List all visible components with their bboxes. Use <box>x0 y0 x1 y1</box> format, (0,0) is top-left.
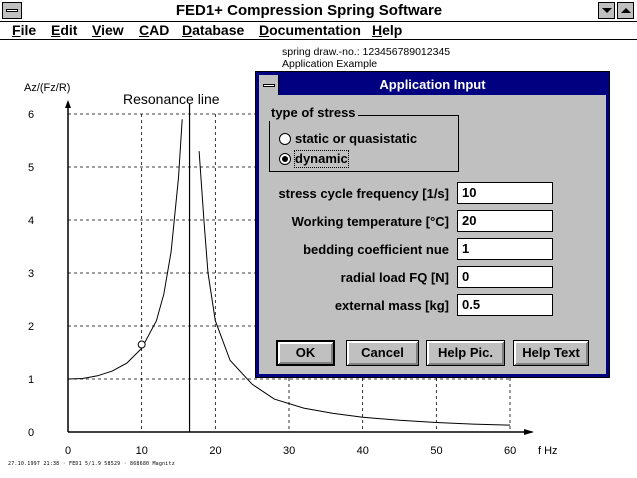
x-tick-label: 0 <box>65 445 71 457</box>
y-tick-label: 6 <box>28 109 34 121</box>
menu-cad[interactable]: CAD <box>139 22 170 38</box>
menu-bar: File Edit View CAD Database Documentatio… <box>0 22 637 40</box>
y-tick-label: 2 <box>28 321 34 333</box>
bedding-coefficient-input[interactable]: 1 <box>457 238 553 260</box>
dialog-system-menu-button[interactable] <box>259 75 279 95</box>
spring-info: spring draw.-no.: 123456789012345 Applic… <box>282 46 450 70</box>
menu-file[interactable]: File <box>12 22 37 38</box>
minimize-icon <box>601 8 612 13</box>
radial-load-input[interactable]: 0 <box>457 266 553 288</box>
frequency-label: stress cycle frequency [1/s] <box>278 186 449 201</box>
stress-type-group <box>269 115 459 172</box>
window-title: FED1+ Compression Spring Software <box>175 2 443 19</box>
x-tick-label: 30 <box>283 445 295 457</box>
cancel-button[interactable]: Cancel <box>346 340 419 366</box>
x-tick-label: 40 <box>357 445 369 457</box>
y-tick-label: 3 <box>28 268 34 280</box>
frequency-input[interactable]: 10 <box>457 182 553 204</box>
x-tick-label: 60 <box>504 445 516 457</box>
response-curve <box>67 119 183 380</box>
temperature-label: Working temperature [°C] <box>291 214 449 229</box>
menu-edit[interactable]: Edit <box>51 22 78 38</box>
menu-documentation[interactable]: Documentation <box>259 22 361 38</box>
y-tick-label: 5 <box>28 162 34 174</box>
resonance-line-label: Resonance line <box>123 91 220 107</box>
y-tick-label: 1 <box>28 374 34 386</box>
radio-static-label: static or quasistatic <box>295 131 418 146</box>
external-mass-input[interactable]: 0.5 <box>457 294 553 316</box>
system-menu-icon <box>6 9 18 12</box>
chart-series <box>67 119 511 426</box>
title-bar: FED1+ Compression Spring Software <box>0 0 637 22</box>
dialog-system-menu-icon <box>262 83 275 87</box>
help-text-button[interactable]: Help Text <box>513 340 589 366</box>
x-axis-label: f Hz <box>538 445 558 457</box>
x-tick-label: 10 <box>136 445 148 457</box>
application-label: Application Example <box>282 58 378 70</box>
minimize-button[interactable] <box>598 2 615 19</box>
dialog-title: Application Input <box>379 77 486 92</box>
application-input-dialog: Application Input type of stress static … <box>256 72 609 377</box>
radio-dynamic[interactable]: dynamic <box>279 150 349 168</box>
external-mass-label: external mass [kg] <box>334 298 449 313</box>
menu-database[interactable]: Database <box>182 22 245 38</box>
drawing-number: spring draw.-no.: 123456789012345 <box>282 46 451 58</box>
response-curve <box>198 151 511 426</box>
y-tick-label: 4 <box>28 215 34 227</box>
operating-point-marker <box>137 340 146 349</box>
menu-help[interactable]: Help <box>372 22 403 38</box>
footer-stamp: 27.10.1997 21:38 · FED1 5/1.9 58529 · 86… <box>8 461 175 467</box>
y-tick-label: 0 <box>28 427 34 439</box>
dialog-title-bar: Application Input <box>259 75 606 95</box>
radial-load-label: radial load FQ [N] <box>340 270 449 285</box>
x-tick-label: 50 <box>430 445 442 457</box>
y-axis-label: Az/(Fz/R) <box>24 82 70 94</box>
system-menu-button[interactable] <box>2 2 22 19</box>
radio-dynamic-circle[interactable] <box>279 153 291 165</box>
y-axis-arrow <box>65 100 71 108</box>
bedding-coefficient-label: bedding coefficient nue <box>303 242 449 257</box>
maximize-icon <box>620 8 631 13</box>
menu-view[interactable]: View <box>92 22 124 38</box>
x-axis-arrow <box>524 429 534 435</box>
ok-button[interactable]: OK <box>276 340 335 366</box>
radio-dynamic-label: dynamic <box>294 150 349 168</box>
radio-static-circle[interactable] <box>279 133 291 145</box>
maximize-button[interactable] <box>617 2 634 19</box>
help-pic-button[interactable]: Help Pic. <box>426 340 505 366</box>
x-tick-label: 20 <box>209 445 221 457</box>
radio-static[interactable]: static or quasistatic <box>279 131 417 147</box>
chart-axes <box>65 100 534 435</box>
temperature-input[interactable]: 20 <box>457 210 553 232</box>
stress-type-legend: type of stress <box>269 105 358 121</box>
